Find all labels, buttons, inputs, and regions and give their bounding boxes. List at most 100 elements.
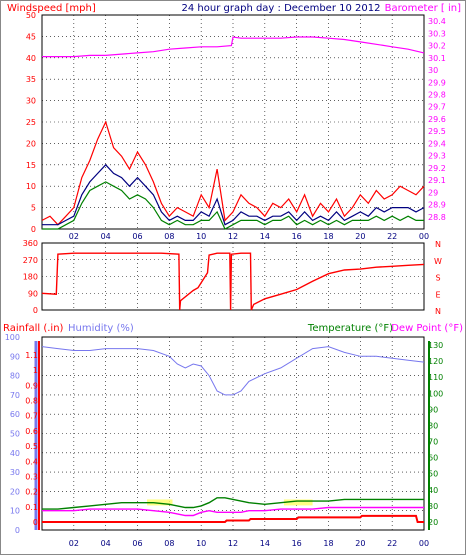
humidity-tick-label: 80 [10,372,20,381]
humidity-tick-label: 40 [10,449,20,458]
windspeed-axis-label: Windspeed [mph] [7,3,96,14]
rainfall-tick-label: 0.8 [25,397,38,406]
wind-x-tick-label: 00 [419,232,429,241]
temp-x-tick-label: 02 [69,539,79,548]
temperature-tick-label: 40 [428,486,438,495]
windspeed-tick-label: 30 [26,97,36,106]
humidity-axis-label: Humidity (%) [68,323,134,334]
compass-tick-label: W [434,257,442,266]
compass-tick-label: N [435,307,441,316]
windspeed-tick-label: 25 [26,118,36,127]
page-title: 24 hour graph day : December 10 2012 [182,3,381,14]
windspeed-tick-label: 35 [26,75,36,84]
rainfall-tick-label: 0 [33,518,38,527]
humidity-series-line [41,346,425,396]
rainfall-tick-label: 0.9 [25,381,38,390]
dewpoint-axis-label: Dew Point (°F) [391,323,463,334]
grid-layer [34,15,430,530]
rainfall-tick-label: 1 [33,366,38,375]
rainfall-tick-label: 1.1 [25,351,38,360]
solar-marker [283,499,313,506]
barometer-tick-label: 29.3 [428,152,446,161]
temp-x-tick-label: 14 [260,539,270,548]
avg-wind-series-line [42,163,425,226]
barometer-axis-label: Barometer [ in] [385,3,461,14]
barometer-tick-label: 28.8 [428,213,446,222]
rainfall-tick-label: 0.6 [25,427,38,436]
wind-direction-series-line [41,252,425,311]
rainfall-tick-label: 0.5 [25,442,38,451]
wind-series-line [41,120,425,226]
rainfall-tick-label: 0.7 [25,412,38,421]
tick-label-layer: 0510152025303540455028.828.92929.129.229… [5,11,446,548]
temp-x-tick-label: 12 [228,539,238,548]
barometer-tick-label: 30.1 [428,54,446,63]
wind-x-tick-label: 02 [69,232,79,241]
rainfall-tick-label: 0.3 [25,472,38,481]
temperature-tick-label: 50 [428,470,438,479]
barometer-tick-label: 30.2 [428,42,446,51]
windspeed-tick-label: 20 [26,139,36,148]
humidity-tick-label: 10 [10,507,20,516]
barometer-tick-label: 30 [428,66,438,75]
rainfall-series-line [42,514,424,523]
temperature-tick-label: 100 [428,389,443,398]
direction-tick-label: 180 [23,273,38,282]
barometer-tick-label: 29.9 [428,78,446,87]
temperature-tick-label: 60 [428,454,438,463]
temperature-tick-label: 20 [428,518,438,527]
wind-x-tick-label: 08 [164,232,174,241]
wind-x-tick-label: 14 [260,232,270,241]
temperature-tick-label: 120 [428,357,443,366]
humidity-tick-label: 100 [5,333,20,342]
windspeed-tick-label: 5 [31,204,36,213]
humidity-tick-label: 70 [10,391,20,400]
barometer-series-line [42,36,425,58]
wind-x-tick-label: 12 [228,232,238,241]
humidity-tick-label: 20 [10,487,20,496]
barometer-tick-label: 29.1 [428,176,446,185]
barometer-tick-label: 29.4 [428,139,446,148]
wind-x-tick-label: 16 [292,232,302,241]
compass-tick-label: N [435,240,441,249]
temperature-tick-label: 110 [428,373,443,382]
dewpoint-series-line [42,506,424,517]
rainfall-tick-label: 0.4 [25,457,38,466]
windspeed-tick-label: 50 [26,11,36,20]
windspeed-tick-label: 0 [31,225,36,234]
rainfall-tick-label: 0.1 [25,503,38,512]
barometer-tick-label: 29 [428,188,438,197]
temp-x-tick-label: 06 [132,539,142,548]
barometer-tick-label: 29.6 [428,115,446,124]
compass-tick-label: S [435,274,440,283]
humidity-tick-label: 30 [10,468,20,477]
barometer-tick-label: 29.5 [428,127,446,136]
temp-x-tick-label: 20 [355,539,365,548]
series-layer [41,36,425,523]
barometer-tick-label: 29.7 [428,103,446,112]
temp-x-tick-label: 04 [101,539,111,548]
humidity-tick-label: 50 [10,430,20,439]
direction-tick-label: 270 [23,256,38,265]
solar-marker [147,499,173,506]
wind-x-tick-label: 10 [196,232,206,241]
wind-x-tick-label: 20 [355,232,365,241]
rainfall-axis-label: Rainfall (.in) [3,323,64,334]
barometer-tick-label: 30.4 [428,17,446,26]
windspeed-tick-label: 40 [26,54,36,63]
rainfall-tick-label: 0.2 [25,488,38,497]
barometer-tick-label: 29.2 [428,164,446,173]
temp-x-tick-label: 22 [387,539,397,548]
temperature-tick-label: 30 [428,502,438,511]
barometer-tick-label: 29.8 [428,90,446,99]
temp-x-tick-label: 10 [196,539,206,548]
temperature-tick-label: 90 [428,405,438,414]
wind-x-tick-label: 04 [101,232,111,241]
humidity-tick-label: 90 [10,352,20,361]
windspeed-tick-label: 15 [26,161,36,170]
temperature-axis-label: Temperature (°F) [307,323,393,334]
barometer-tick-label: 30.3 [428,29,446,38]
temperature-tick-label: 130 [428,341,443,350]
